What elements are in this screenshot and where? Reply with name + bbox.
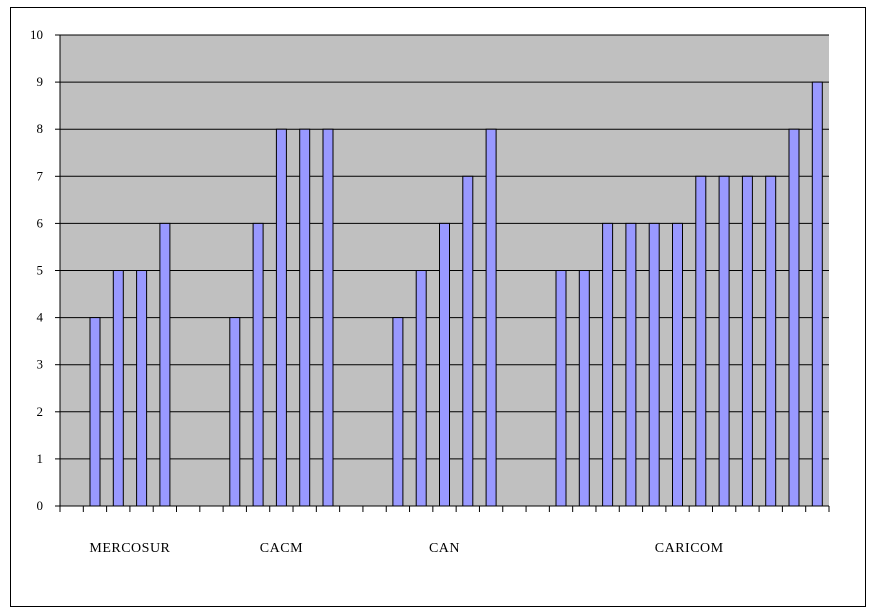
bar-caricom-11 bbox=[788, 128, 800, 507]
bar-cacm-2 bbox=[252, 222, 264, 507]
x-group-label-cacm: CACM bbox=[260, 541, 303, 556]
x-group-labels: MERCOSUR CACM CAN CARICOM bbox=[89, 541, 723, 556]
bar-caricom-5 bbox=[648, 222, 660, 507]
bar-can-5 bbox=[485, 128, 497, 507]
y-tick-label-7: 7 bbox=[37, 168, 44, 183]
x-group-label-caricom: CARICOM bbox=[655, 541, 724, 556]
y-tick-label-4: 4 bbox=[37, 310, 44, 325]
bar-caricom-9 bbox=[741, 175, 753, 507]
bar-can-1 bbox=[392, 317, 404, 507]
y-tick-label-8: 8 bbox=[37, 121, 44, 136]
bar-caricom-6 bbox=[672, 222, 683, 507]
bar-caricom-3 bbox=[602, 222, 614, 507]
bar-caricom-7 bbox=[695, 175, 707, 507]
x-group-label-mercosur: MERCOSUR bbox=[89, 541, 170, 556]
bar-can-3 bbox=[439, 222, 450, 507]
y-tick-label-0: 0 bbox=[37, 498, 44, 513]
bar-caricom-2 bbox=[578, 270, 590, 507]
bar-cacm-4 bbox=[299, 128, 311, 507]
bar-caricom-8 bbox=[718, 175, 730, 507]
bar-can-4 bbox=[462, 175, 474, 507]
bar-can-2 bbox=[415, 270, 427, 507]
y-tick-label-3: 3 bbox=[37, 357, 44, 372]
bars bbox=[89, 81, 823, 507]
y-axis-ticks: 0 1 2 3 4 5 6 7 8 9 10 bbox=[30, 27, 60, 513]
bar-caricom-10 bbox=[765, 175, 777, 507]
y-tick-label-2: 2 bbox=[37, 404, 44, 419]
bar-mercosur-4 bbox=[159, 222, 171, 507]
bar-caricom-4 bbox=[625, 222, 637, 507]
y-tick-label-1: 1 bbox=[37, 451, 44, 466]
y-tick-label-5: 5 bbox=[37, 263, 44, 278]
bar-caricom-1 bbox=[555, 270, 567, 507]
bar-mercosur-3 bbox=[136, 270, 148, 507]
x-group-label-can: CAN bbox=[429, 541, 460, 556]
y-tick-label-6: 6 bbox=[37, 215, 44, 230]
bar-mercosur-1 bbox=[89, 317, 101, 507]
y-tick-label-9: 9 bbox=[37, 74, 44, 89]
bar-caricom-12 bbox=[811, 81, 823, 507]
bar-cacm-5 bbox=[322, 128, 334, 507]
bar-mercosur-2 bbox=[112, 270, 124, 507]
bar-cacm-3 bbox=[275, 128, 287, 507]
y-tick-label-10: 10 bbox=[30, 27, 43, 42]
bar-cacm-1 bbox=[229, 317, 241, 507]
